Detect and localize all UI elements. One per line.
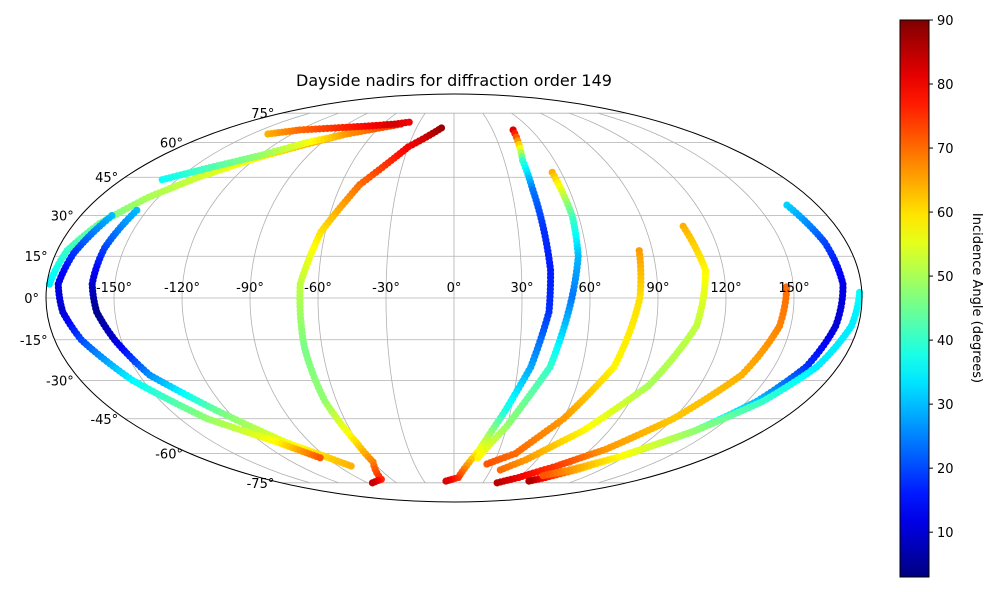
- latitude-tick-label: -45°: [90, 413, 118, 428]
- longitude-tick-label: 150°: [778, 281, 809, 296]
- data-point: [474, 454, 482, 462]
- latitude-tick-label: 0°: [24, 292, 39, 307]
- grid-meridian: [540, 112, 659, 484]
- colorbar-tick-label: 60: [937, 206, 954, 221]
- grid-meridian: [511, 112, 591, 484]
- colorbar-tick-label: 70: [937, 142, 954, 157]
- data-point: [442, 477, 450, 485]
- data-point: [405, 118, 413, 126]
- data-point: [525, 477, 533, 485]
- data-point: [496, 466, 504, 474]
- latitude-tick-label: -75°: [247, 477, 275, 492]
- data-point: [347, 462, 355, 470]
- colorbar-label: Incidence Angle (degrees): [969, 213, 984, 383]
- latitude-tick-label: 75°: [251, 107, 274, 122]
- colorbar-tick-label: 30: [937, 398, 954, 413]
- map-outline: [45, 93, 863, 503]
- longitude-tick-label: 90°: [646, 281, 669, 296]
- latitude-tick-label: 45°: [95, 171, 118, 186]
- longitude-tick-label: -120°: [164, 281, 200, 296]
- colorbar: [899, 19, 930, 578]
- data-point: [493, 479, 501, 487]
- longitude-tick-labels: -150° -120° -90° -60° -30° 0° 30° 60° 90° 120° 150…: [96, 281, 810, 296]
- longitude-tick-label: -60°: [304, 281, 332, 296]
- nadir-points: [45, 118, 864, 487]
- longitude-tick-label: 60°: [578, 281, 601, 296]
- chart-title: Dayside nadirs for diffraction order 149: [296, 71, 612, 90]
- data-point: [316, 454, 324, 462]
- colorbar-tick-label: 80: [937, 78, 954, 93]
- latitude-tick-label: 30°: [51, 210, 74, 225]
- grid-meridian: [249, 112, 368, 484]
- grid-meridian: [385, 112, 426, 484]
- data-point: [483, 460, 491, 468]
- longitude-tick-label: -30°: [372, 281, 400, 296]
- data-point: [539, 472, 547, 480]
- grid-meridian: [113, 112, 311, 484]
- latitude-tick-label: -15°: [20, 334, 48, 349]
- latitude-tick-label: 15°: [25, 250, 48, 265]
- colorbar-tick-label: 50: [937, 270, 954, 285]
- data-point: [368, 479, 377, 487]
- latitude-tick-label: 60°: [160, 136, 183, 151]
- grid-meridian: [568, 112, 727, 484]
- colorbar-ticks: 10 20 30 40 50 60 70 80 90: [929, 14, 954, 541]
- longitude-tick-label: 120°: [710, 281, 741, 296]
- latitude-tick-labels: 75° 60° 45° 30° 15° 0° -15° -30° -45° -60° -75°: [20, 107, 274, 492]
- longitude-tick-label: 30°: [510, 281, 533, 296]
- colorbar-tick-label: 40: [937, 334, 954, 349]
- colorbar-tick-label: 20: [937, 462, 954, 477]
- grid-meridian: [597, 112, 795, 484]
- map-graticule: [46, 112, 862, 484]
- latitude-tick-label: -60°: [155, 448, 183, 463]
- longitude-tick-label: -90°: [236, 281, 264, 296]
- colorbar-tick-label: 90: [937, 14, 954, 29]
- colorbar-tick-label: 10: [937, 526, 954, 541]
- longitude-tick-label: -150°: [96, 281, 132, 296]
- longitude-tick-label: 0°: [447, 281, 462, 296]
- latitude-tick-label: -30°: [46, 374, 74, 389]
